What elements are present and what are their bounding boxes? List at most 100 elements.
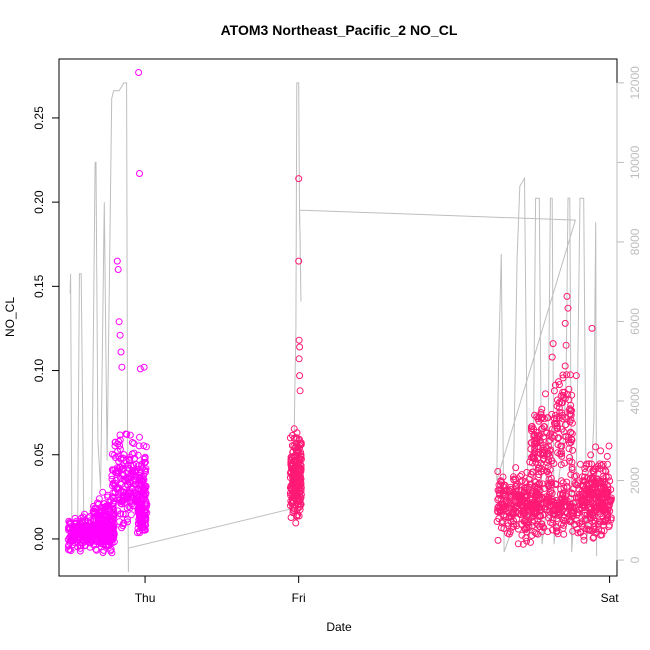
data-point xyxy=(102,503,109,511)
data-point xyxy=(293,493,301,500)
data-point xyxy=(587,494,594,502)
data-point xyxy=(140,455,148,463)
data-point xyxy=(527,538,534,546)
data-point xyxy=(510,517,517,525)
data-point xyxy=(534,473,542,481)
data-point xyxy=(90,517,98,525)
data-point xyxy=(295,482,303,490)
data-point xyxy=(531,509,538,517)
data-point xyxy=(290,507,298,515)
data-point xyxy=(520,488,528,496)
data-point xyxy=(138,464,146,472)
data-point xyxy=(297,491,305,498)
data-point xyxy=(553,515,561,523)
data-point xyxy=(511,499,519,507)
data-point xyxy=(599,501,606,509)
data-point xyxy=(591,486,598,494)
data-point xyxy=(566,517,574,525)
y-tick-label: 0.25 xyxy=(32,106,46,130)
data-point xyxy=(592,443,600,451)
data-point xyxy=(583,460,591,468)
x-tick-label: Thu xyxy=(135,591,156,605)
data-point-outlier xyxy=(295,257,303,265)
data-point xyxy=(78,524,85,532)
data-point xyxy=(599,477,607,485)
data-point xyxy=(539,480,547,488)
data-point xyxy=(540,524,548,532)
data-point-outlier xyxy=(549,340,557,348)
data-point xyxy=(604,460,611,468)
data-point xyxy=(297,462,305,470)
data-point xyxy=(513,522,521,530)
data-point xyxy=(587,475,595,483)
data-point xyxy=(604,486,612,494)
data-point xyxy=(93,546,101,554)
data-point xyxy=(128,439,136,446)
x-tick-label: Fri xyxy=(292,591,306,605)
data-point xyxy=(562,421,570,429)
data-point xyxy=(529,522,536,530)
data-point xyxy=(559,371,567,379)
data-point xyxy=(536,496,543,504)
data-point xyxy=(540,423,548,431)
data-point xyxy=(568,419,576,427)
y-axis-label: NO_CL xyxy=(3,297,17,337)
data-point xyxy=(562,433,570,440)
data-point xyxy=(527,470,535,478)
data-point xyxy=(114,507,122,515)
data-point xyxy=(579,501,587,509)
data-point xyxy=(585,460,593,468)
data-point xyxy=(287,461,295,469)
data-point xyxy=(569,446,577,454)
data-point xyxy=(568,490,576,498)
data-point xyxy=(547,519,555,526)
data-point xyxy=(557,442,565,450)
data-point xyxy=(293,512,300,520)
data-point xyxy=(109,528,117,536)
data-point-outlier xyxy=(572,372,580,380)
data-point-outlier xyxy=(115,318,123,326)
data-point xyxy=(599,467,607,475)
data-point xyxy=(597,503,605,511)
data-point xyxy=(572,481,580,489)
data-point xyxy=(93,505,101,513)
data-point xyxy=(136,433,143,441)
data-point xyxy=(126,453,134,461)
data-point xyxy=(494,486,502,494)
data-point xyxy=(287,482,295,490)
data-point xyxy=(116,518,123,526)
data-point xyxy=(533,413,541,421)
data-point-outlier xyxy=(563,292,571,300)
data-point xyxy=(516,511,524,518)
data-point xyxy=(118,472,126,480)
data-point xyxy=(552,480,559,488)
data-point xyxy=(601,467,609,475)
data-point xyxy=(557,503,565,511)
data-point xyxy=(134,496,142,504)
data-point xyxy=(560,514,568,522)
data-point xyxy=(106,521,114,528)
data-point xyxy=(549,526,556,534)
data-point xyxy=(565,445,573,453)
data-point xyxy=(135,527,143,535)
data-point-outlier xyxy=(117,348,125,356)
data-point xyxy=(590,525,598,533)
data-point xyxy=(561,395,569,402)
y-tick-label: 0.15 xyxy=(32,274,46,298)
data-point xyxy=(135,471,143,479)
point-series xyxy=(64,69,615,557)
data-point xyxy=(604,517,612,525)
data-point xyxy=(574,509,582,517)
data-point xyxy=(294,446,302,454)
data-point xyxy=(115,452,123,460)
data-point xyxy=(72,517,80,525)
data-point xyxy=(65,546,72,554)
data-point xyxy=(548,457,556,465)
data-point xyxy=(92,524,100,531)
data-point xyxy=(554,530,562,538)
data-point xyxy=(109,466,117,474)
data-point-outlier xyxy=(561,319,569,327)
data-point xyxy=(568,407,575,415)
data-point xyxy=(494,468,502,475)
